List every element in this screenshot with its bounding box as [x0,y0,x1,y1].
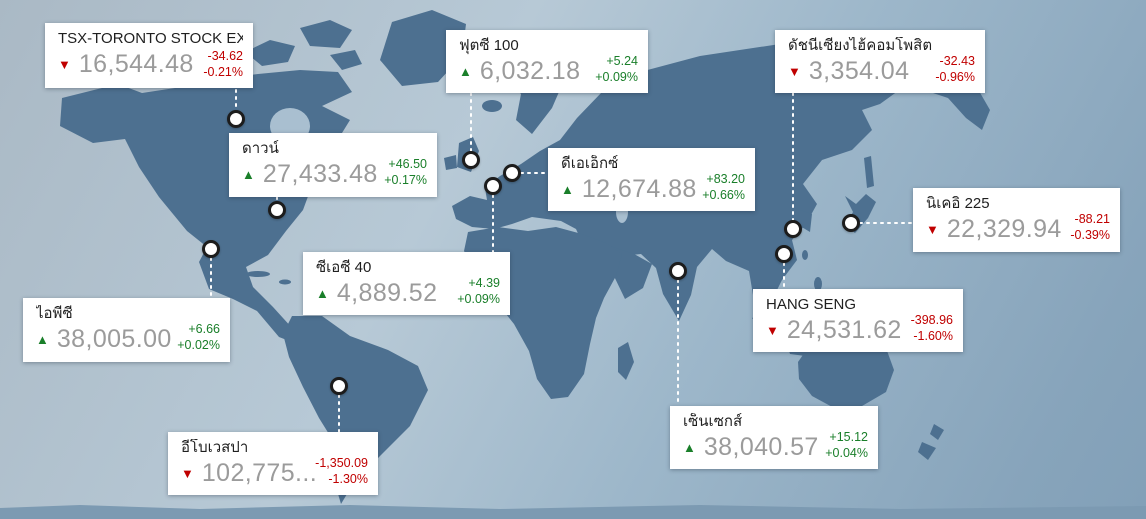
up-arrow-icon: ▲ [561,181,574,197]
index-card-ipc[interactable]: ไอพีซี ▲ 38,005.00 +6.66 +0.02% [23,298,230,362]
index-card-ibovespa[interactable]: อีโบเวสปา ▼ 102,775... -1,350.09 -1.30% [168,432,378,495]
down-arrow-icon: ▼ [788,63,801,79]
up-arrow-icon: ▲ [683,439,696,455]
map-marker-shanghai[interactable] [784,220,802,238]
index-change: -32.43 [939,54,975,68]
index-change-pct: -0.96% [935,70,975,85]
up-arrow-icon: ▲ [459,63,472,79]
index-change-pct: -0.21% [203,65,243,80]
index-value: 38,005.00 [56,324,172,353]
index-change: +4.39 [468,276,500,290]
down-arrow-icon: ▼ [58,56,71,72]
index-name: เซ็นเซกส์ [683,413,743,430]
index-card-sensex[interactable]: เซ็นเซกส์ ▲ 38,040.57 +15.12 +0.04% [670,406,878,469]
index-change-pct: +0.17% [384,173,427,188]
index-card-shanghai[interactable]: ดัชนีเซี่ยงไฮ้คอมโพสิต ▼ 3,354.04 -32.43… [775,30,985,93]
index-card-tsx[interactable]: TSX-TORONTO STOCK EX... ▼ 16,544.48 -34.… [45,23,253,88]
index-value: 16,544.48 [78,49,194,78]
index-value: 12,674.88 [581,174,697,203]
index-value: 22,329.94 [946,214,1062,243]
index-name: HANG SENG [766,296,857,313]
index-change: -398.96 [910,313,953,327]
up-arrow-icon: ▲ [242,166,255,182]
index-change-pct: +0.66% [702,188,745,203]
index-name: อีโบเวสปา [181,439,249,456]
index-change: +6.66 [188,322,220,336]
index-value: 6,032.18 [479,56,581,85]
map-marker-hang-seng[interactable] [775,245,793,263]
index-card-dax[interactable]: ดีเอเอ็กซ์ ▲ 12,674.88 +83.20 +0.66% [548,148,755,211]
index-name: ดีเอเอ็กซ์ [561,155,619,172]
index-change-pct: -0.39% [1070,228,1110,243]
leader-lines [210,89,914,433]
map-marker-nikkei225[interactable] [842,214,860,232]
index-name: ดาวน์ [242,140,279,157]
map-marker-tsx[interactable] [227,110,245,128]
index-change: +46.50 [388,157,427,171]
down-arrow-icon: ▼ [766,322,779,338]
index-name: ฟุตซี 100 [459,37,519,54]
map-marker-sensex[interactable] [669,262,687,280]
index-change: +5.24 [606,54,638,68]
map-marker-dax[interactable] [503,164,521,182]
index-card-ftse100[interactable]: ฟุตซี 100 ▲ 6,032.18 +5.24 +0.09% [446,30,648,93]
index-value: 24,531.62 [786,315,902,344]
index-change: -34.62 [207,49,243,63]
index-change: +83.20 [706,172,745,186]
down-arrow-icon: ▼ [926,221,939,237]
index-change: +15.12 [829,430,868,444]
down-arrow-icon: ▼ [181,465,194,481]
map-marker-ipc[interactable] [202,240,220,258]
index-card-nikkei225[interactable]: นิเคอิ 225 ▼ 22,329.94 -88.21 -0.39% [913,188,1120,252]
index-name: ซีเอซี 40 [316,259,372,276]
up-arrow-icon: ▲ [36,331,49,347]
index-card-cac40[interactable]: ซีเอซี 40 ▲ 4,889.52 +4.39 +0.09% [303,252,510,315]
index-name: นิเคอิ 225 [926,195,990,212]
index-change-pct: -1.60% [913,329,953,344]
index-name: ไอพีซี [36,305,73,322]
index-card-hang-seng[interactable]: HANG SENG ▼ 24,531.62 -398.96 -1.60% [753,289,963,352]
index-change-pct: +0.09% [457,292,500,307]
index-change-pct: +0.09% [595,70,638,85]
map-marker-dow[interactable] [268,201,286,219]
index-value: 27,433.48 [262,159,378,188]
index-change-pct: -1.30% [328,472,368,487]
index-change: -1,350.09 [315,456,368,470]
index-change-pct: +0.04% [825,446,868,461]
index-change: -88.21 [1074,212,1110,226]
index-value: 4,889.52 [336,278,438,307]
index-name: TSX-TORONTO STOCK EX... [58,30,243,47]
index-name: ดัชนีเซี่ยงไฮ้คอมโพสิต [788,37,933,54]
index-value: 38,040.57 [703,432,819,461]
index-card-dow[interactable]: ดาวน์ ▲ 27,433.48 +46.50 +0.17% [229,133,437,197]
map-marker-cac40[interactable] [484,177,502,195]
map-marker-ftse100[interactable] [462,151,480,169]
index-value: 3,354.04 [808,56,910,85]
index-value: 102,775... [201,458,318,487]
up-arrow-icon: ▲ [316,285,329,301]
index-change-pct: +0.02% [177,338,220,353]
map-marker-ibovespa[interactable] [330,377,348,395]
